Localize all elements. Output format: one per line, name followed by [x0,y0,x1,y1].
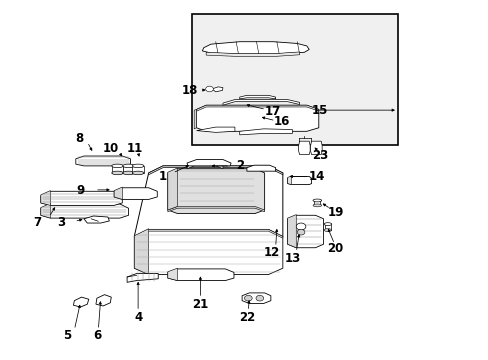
Text: 5: 5 [63,329,71,342]
Ellipse shape [122,171,134,175]
Text: 6: 6 [93,329,101,342]
Text: 12: 12 [264,246,280,259]
Polygon shape [206,52,299,57]
Text: 4: 4 [134,311,142,324]
Polygon shape [194,109,196,129]
Polygon shape [223,100,299,105]
Ellipse shape [324,223,331,225]
Polygon shape [310,141,322,154]
Polygon shape [134,229,282,238]
Polygon shape [167,269,233,280]
Polygon shape [41,190,50,206]
Polygon shape [298,141,309,154]
Polygon shape [186,163,223,169]
Circle shape [297,229,304,235]
Text: 1: 1 [159,170,167,183]
Polygon shape [41,191,122,206]
Polygon shape [196,127,234,132]
Text: 2: 2 [235,159,244,172]
Polygon shape [287,215,296,248]
Circle shape [205,86,213,92]
Text: 18: 18 [181,84,197,96]
Polygon shape [299,226,303,232]
Polygon shape [167,268,177,280]
Circle shape [256,295,263,301]
Ellipse shape [132,164,143,168]
Polygon shape [167,169,264,213]
Text: 14: 14 [307,170,324,183]
Ellipse shape [112,164,123,168]
Polygon shape [122,166,134,173]
Polygon shape [313,201,320,206]
Ellipse shape [122,164,134,168]
Polygon shape [134,166,282,242]
Polygon shape [41,204,128,218]
Bar [191,14,397,145]
Polygon shape [41,203,50,218]
Polygon shape [287,176,311,185]
Polygon shape [186,159,231,166]
Polygon shape [112,166,123,173]
Text: 15: 15 [311,104,328,117]
Ellipse shape [324,229,331,231]
Polygon shape [84,216,109,223]
Text: 3: 3 [57,216,65,229]
Polygon shape [76,156,130,166]
Text: 22: 22 [238,311,255,324]
Polygon shape [287,215,323,248]
Text: 8: 8 [75,132,83,145]
Ellipse shape [312,204,321,207]
Polygon shape [246,165,275,171]
Text: 19: 19 [326,206,343,219]
Polygon shape [242,293,270,303]
Text: 13: 13 [284,252,300,265]
Polygon shape [114,187,122,199]
Polygon shape [167,168,177,210]
Polygon shape [114,188,157,199]
Ellipse shape [312,199,321,202]
Polygon shape [134,229,282,275]
Polygon shape [132,166,143,173]
Circle shape [244,295,252,301]
Polygon shape [202,42,308,54]
Polygon shape [239,129,292,135]
Ellipse shape [112,171,123,175]
Polygon shape [239,95,275,99]
Polygon shape [134,229,148,275]
Text: 11: 11 [127,142,143,155]
Text: 23: 23 [311,149,327,162]
Polygon shape [196,105,318,111]
Ellipse shape [132,171,143,175]
Text: 16: 16 [273,115,289,128]
Polygon shape [96,294,111,306]
Text: 21: 21 [192,298,208,311]
Text: 9: 9 [76,184,84,197]
Text: 7: 7 [33,216,41,229]
Polygon shape [196,105,318,131]
Polygon shape [127,274,158,282]
Polygon shape [325,224,330,230]
Text: 10: 10 [103,142,119,155]
Text: 20: 20 [327,242,343,255]
Circle shape [296,223,305,230]
Polygon shape [167,207,264,212]
Polygon shape [148,166,282,175]
Text: 17: 17 [264,105,281,118]
Polygon shape [211,87,223,92]
Polygon shape [73,297,89,307]
Polygon shape [287,176,291,185]
